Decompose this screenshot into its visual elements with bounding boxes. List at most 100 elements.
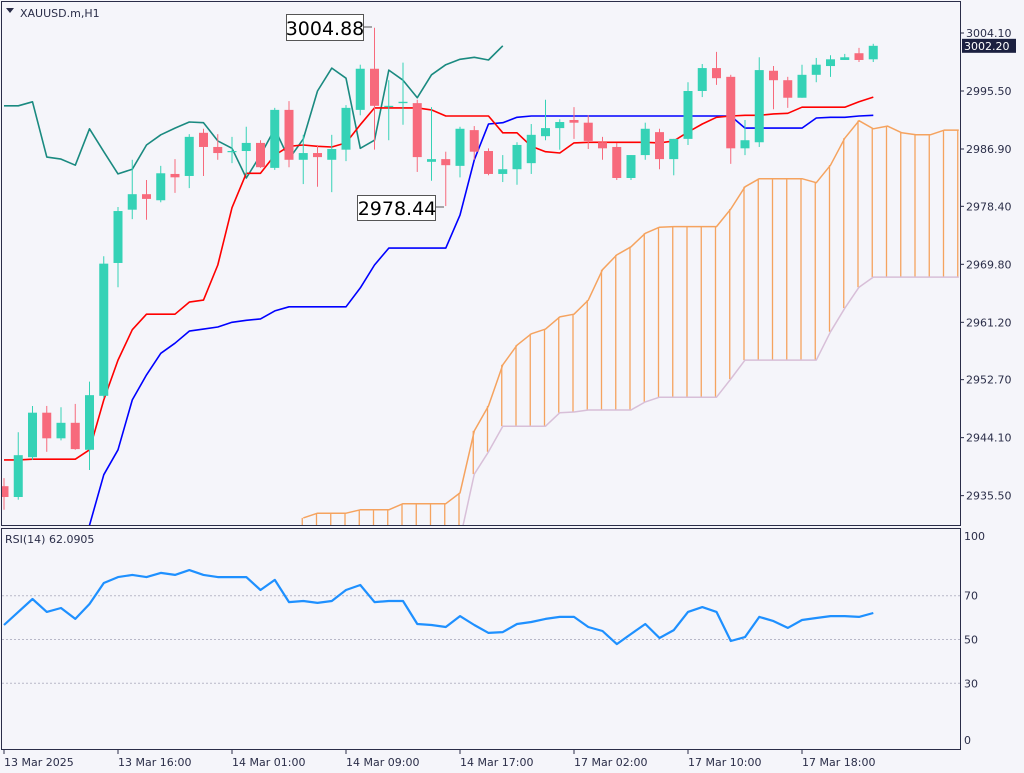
candle	[113, 206, 123, 288]
candle	[840, 53, 850, 60]
candle	[555, 119, 565, 150]
candle-body	[612, 146, 622, 178]
candle-body	[583, 122, 593, 141]
rsi-axis[interactable]: 100 70 50 30 0	[964, 530, 985, 747]
candle	[697, 64, 707, 98]
time-tick-label: 17 Mar 10:00	[688, 756, 761, 769]
candle-body	[826, 59, 835, 67]
candle	[541, 99, 550, 141]
time-tick-label: 14 Mar 09:00	[346, 756, 419, 769]
price-tick-label: 2944.10	[966, 432, 1012, 445]
time-axis[interactable]: 13 Mar 2025 13 Mar 16:00 14 Mar 01:00 14 Ma…	[3, 749, 875, 769]
senkou-span-a-line	[303, 119, 959, 519]
candle	[498, 155, 508, 183]
candle	[526, 124, 536, 174]
candle-body	[526, 134, 536, 164]
candle	[70, 403, 80, 450]
price-tick-label: 2995.50	[966, 85, 1012, 98]
candle-body	[42, 412, 52, 439]
candle-body	[840, 57, 850, 60]
candle-body	[99, 263, 109, 396]
price-axis[interactable]: 3004.10 2995.50 2986.90 2978.40 2969.80 2961.…	[960, 27, 1012, 503]
candle-body	[70, 422, 80, 450]
candle	[769, 66, 778, 110]
rsi-line	[3, 569, 874, 646]
candle	[270, 107, 280, 170]
candle	[598, 136, 607, 160]
candle-body	[683, 90, 693, 139]
chikou-span-line	[4, 45, 504, 179]
low-price-annotation[interactable]: 2978.44	[357, 195, 445, 221]
candlesticks	[2, 27, 878, 510]
candle	[241, 126, 251, 176]
candle	[284, 101, 294, 168]
candle	[640, 122, 650, 160]
candle	[370, 27, 379, 150]
price-tick-label: 2935.50	[966, 490, 1012, 503]
price-tick-label: 2952.70	[966, 374, 1012, 387]
candle-body	[712, 68, 721, 79]
candle-body	[541, 128, 550, 137]
candle-body	[127, 194, 137, 210]
candle-body	[797, 74, 807, 98]
candle-body	[241, 142, 251, 152]
candle-body	[227, 151, 237, 153]
candle-body	[85, 395, 94, 450]
low-price-label: 2978.44	[358, 198, 437, 220]
candle	[612, 142, 622, 181]
candle-body	[740, 140, 750, 149]
candle-body	[626, 155, 636, 178]
candle	[85, 381, 94, 471]
high-price-annotation[interactable]: 3004.88	[286, 14, 372, 41]
candle	[384, 80, 394, 141]
tenkan-sen-line	[4, 96, 874, 461]
candle	[298, 134, 308, 185]
candle-body	[854, 53, 864, 60]
candle-body	[484, 151, 493, 174]
candle	[569, 107, 579, 139]
triangle-down-icon[interactable]	[6, 8, 14, 13]
candle	[826, 55, 835, 77]
candle-body	[213, 146, 223, 154]
candle	[355, 64, 365, 116]
candle-body	[469, 130, 479, 152]
rsi-panel-frame	[1, 528, 961, 750]
candle-body	[754, 70, 764, 143]
candle	[227, 136, 237, 164]
candle	[170, 159, 180, 193]
candle-body	[355, 68, 365, 110]
candle	[427, 107, 436, 181]
candle-body	[555, 122, 565, 129]
candle-body	[113, 211, 123, 263]
candle-body	[726, 76, 736, 149]
candle-body	[156, 173, 166, 201]
ichimoku-cloud	[301, 119, 959, 525]
time-tick-label: 14 Mar 01:00	[232, 756, 305, 769]
time-tick-label: 13 Mar 2025	[4, 756, 74, 769]
candle-body	[569, 119, 579, 123]
candle-body	[56, 422, 66, 439]
candle	[512, 142, 522, 185]
rsi-tick-label: 50	[964, 634, 978, 647]
candle-body	[769, 70, 778, 81]
candle	[783, 76, 793, 108]
candle-body	[384, 105, 394, 108]
rsi-tick-label: 70	[964, 590, 978, 603]
time-tick-label: 14 Mar 17:00	[460, 756, 533, 769]
candle-body	[811, 64, 821, 75]
current-price-label: 3002.20	[964, 40, 1010, 53]
symbol-label: XAUUSD.m,H1	[20, 7, 100, 20]
candle	[854, 47, 864, 62]
candle-body	[398, 101, 408, 104]
candle	[398, 62, 408, 125]
price-tick-label: 2969.80	[966, 258, 1012, 271]
candle	[341, 105, 351, 162]
candle-body	[298, 153, 308, 160]
candle	[797, 64, 807, 98]
price-tick-label: 2986.90	[966, 143, 1012, 156]
candle-body	[270, 109, 280, 168]
candle-body	[199, 132, 208, 147]
current-price-marker: 3002.20	[962, 38, 1016, 53]
time-tick-label: 13 Mar 16:00	[118, 756, 191, 769]
